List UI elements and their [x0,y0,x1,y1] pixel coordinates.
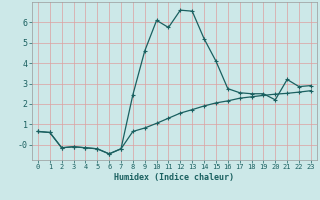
X-axis label: Humidex (Indice chaleur): Humidex (Indice chaleur) [115,173,234,182]
